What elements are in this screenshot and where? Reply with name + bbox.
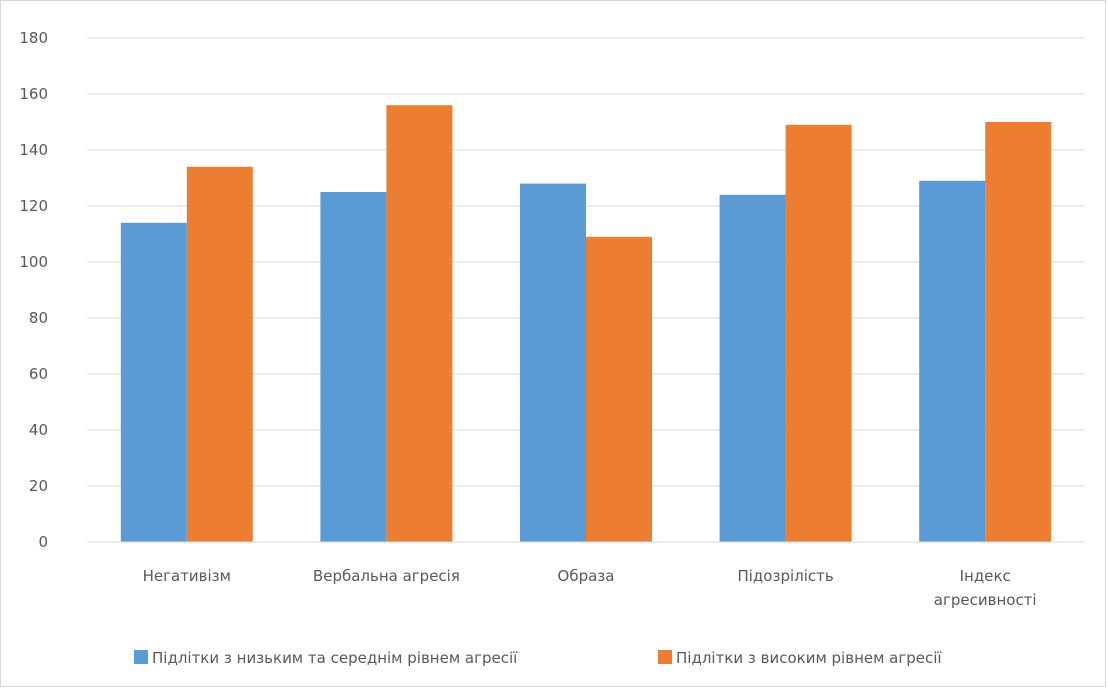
category-label: Вербальна агресія xyxy=(313,567,460,585)
category-label: Образа xyxy=(558,567,615,585)
bar xyxy=(719,194,786,543)
legend-label: Підлітки з низьким та середнім рівнем аг… xyxy=(152,649,518,667)
y-tick-label: 100 xyxy=(19,253,48,271)
y-tick-label: 180 xyxy=(19,29,48,47)
bar xyxy=(120,222,187,543)
y-tick-label: 140 xyxy=(19,141,48,159)
bar xyxy=(985,122,1052,542)
legend-label: Підлітки з високим рівнем агресії xyxy=(676,649,942,667)
y-tick-label: 120 xyxy=(19,197,48,215)
y-tick-label: 20 xyxy=(29,477,48,495)
bar xyxy=(520,183,586,542)
legend-swatch xyxy=(658,650,672,664)
category-label: Негативізм xyxy=(143,567,231,585)
category-label: Індекс xyxy=(960,567,1011,585)
bar xyxy=(386,105,453,542)
category-label: агресивності xyxy=(934,591,1037,609)
y-tick-label: 60 xyxy=(29,365,48,383)
legend-swatch xyxy=(134,650,148,664)
category-label: Підозрілість xyxy=(737,567,833,585)
y-tick-label: 0 xyxy=(38,533,48,551)
bar xyxy=(785,124,852,543)
y-tick-label: 80 xyxy=(29,309,48,327)
bar xyxy=(320,192,387,542)
legend: Підлітки з низьким та середнім рівнем аг… xyxy=(134,649,942,667)
bars xyxy=(120,105,1052,543)
bar xyxy=(186,166,253,543)
y-tick-label: 40 xyxy=(29,421,48,439)
bar xyxy=(919,180,986,543)
y-tick-label: 160 xyxy=(19,85,48,103)
y-axis-ticks: 0 20 40 60 80 100 120 140 160 180 xyxy=(19,29,48,551)
category-labels: Негативізм Вербальна агресія Образа Підозрі… xyxy=(143,567,1037,609)
bar xyxy=(586,236,652,543)
